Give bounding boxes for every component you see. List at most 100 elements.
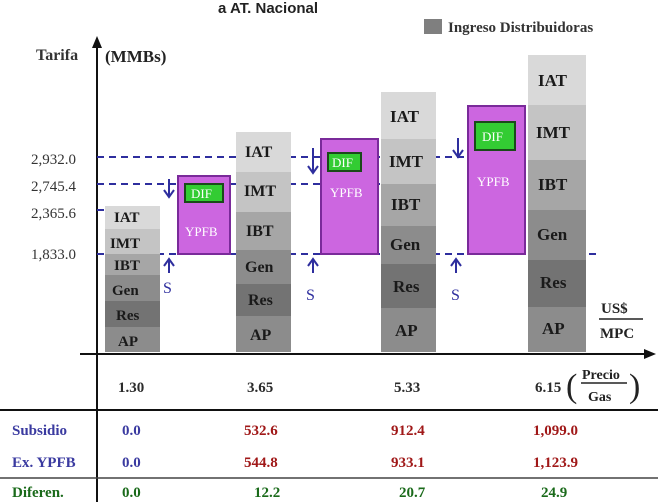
- stack-block-gen: [528, 210, 586, 260]
- stack-label-iat: IAT: [245, 144, 273, 161]
- x-unit-bottom: MPC: [600, 326, 634, 342]
- stack-label-ap: AP: [250, 327, 272, 344]
- ypfb-box-3: DIF YPFB: [467, 105, 526, 255]
- subsidy-marker: S: [451, 287, 460, 304]
- x-label-bottom: Gas: [588, 390, 612, 405]
- stack-label-iat: IAT: [538, 71, 568, 90]
- ypfb-label: YPFB: [185, 224, 218, 239]
- header-title-fragment: a AT. Nacional: [218, 0, 318, 17]
- up-arrow-icon: [450, 257, 462, 273]
- stack-label-gen: Gen: [112, 283, 139, 299]
- stack-label-imt: IMT: [389, 152, 424, 171]
- up-arrow-icon: [163, 257, 175, 273]
- y-axis-arrow-icon: [92, 36, 102, 48]
- row-value: 12.2: [254, 485, 280, 501]
- stack-block-res: [381, 264, 436, 308]
- stack-label-ibt: IBT: [391, 195, 421, 214]
- row-value: 1,123.9: [533, 455, 578, 471]
- stack-label-res: Res: [393, 277, 420, 296]
- row-value: 0.0: [122, 423, 141, 439]
- ypfb-label: YPFB: [330, 185, 363, 200]
- stack-label-imt: IMT: [536, 123, 571, 142]
- dif-label: DIF: [482, 129, 503, 144]
- stack-block-ibt: [236, 212, 291, 250]
- x-unit-top: US$: [601, 301, 628, 317]
- stack-block-gen: [236, 250, 291, 284]
- dif-label: DIF: [332, 155, 353, 170]
- row-label: Ex. YPFB: [12, 455, 76, 471]
- stack-block-iat: [381, 92, 436, 139]
- subsidy-marker: S: [306, 287, 315, 304]
- y-axis-label: Tarifa: [36, 47, 78, 64]
- x-label-top: Precio: [582, 368, 620, 383]
- y-tick-label: 1,833.0: [31, 247, 76, 263]
- y-tick-label: 2,932.0: [31, 152, 76, 168]
- row-value: 1,099.0: [533, 423, 578, 439]
- stack-block-ap: [236, 316, 291, 352]
- stack-block-ibt: [381, 184, 436, 226]
- stack-block-imt: [528, 105, 586, 160]
- stack-block-res: [236, 284, 291, 316]
- stack-block-imt: [236, 172, 291, 212]
- stack-label-iat: IAT: [390, 107, 420, 126]
- stack-label-ibt: IBT: [246, 223, 274, 240]
- stack-label-gen: Gen: [245, 259, 274, 276]
- table-row: Subsidio 0.0 532.6 912.4 1,099.0: [12, 423, 578, 439]
- table-row: Diferen. 0.0 12.2 20.7 24.9: [12, 485, 567, 501]
- up-arrow-icon: [307, 257, 319, 273]
- stack-block-ap: [528, 307, 586, 352]
- row-value: 544.8: [244, 455, 278, 471]
- subsidy-marker: S: [163, 280, 172, 297]
- dif-box: [327, 152, 362, 172]
- row-label: Subsidio: [12, 423, 67, 439]
- stack-block-iat: [105, 206, 160, 229]
- price-label: 6.15: [535, 380, 561, 396]
- stack-block-ibt: [528, 160, 586, 210]
- ypfb-label: YPFB: [477, 174, 510, 189]
- legend-label: Ingreso Distribuidoras: [448, 20, 593, 36]
- stack-label-gen: Gen: [390, 235, 421, 254]
- dif-box: [474, 121, 516, 151]
- stack-block-res: [528, 260, 586, 307]
- stack-label-ap: AP: [395, 321, 418, 340]
- stack-block-ap: [105, 327, 160, 352]
- stack-block-ap: [381, 308, 436, 352]
- ypfb-box-1: DIF YPFB: [177, 175, 231, 255]
- column-2-stack: IAT IMT IBT Gen Res AP: [236, 132, 291, 352]
- stack-label-ap: AP: [118, 334, 138, 350]
- ypfb-box-2: DIF YPFB: [320, 138, 379, 255]
- stack-block-iat: [528, 55, 586, 105]
- stack-block-imt: [105, 229, 160, 254]
- stack-block-gen: [381, 226, 436, 264]
- y-tick-label: 2,365.6: [31, 206, 77, 222]
- stack-label-ibt: IBT: [538, 175, 568, 194]
- row-value: 933.1: [391, 455, 425, 471]
- down-arrow-icon: [307, 148, 319, 175]
- dif-label: DIF: [191, 186, 212, 201]
- row-value: 0.0: [122, 455, 141, 471]
- stack-block-gen: [105, 275, 160, 301]
- stack-label-res: Res: [248, 292, 273, 309]
- x-label-paren-left: (: [566, 368, 577, 405]
- column-3-stack: IAT IMT IBT Gen Res AP: [381, 92, 436, 352]
- column-4-stack: IAT IMT IBT Gen Res AP: [528, 55, 586, 352]
- x-label-paren-right: ): [629, 368, 640, 405]
- row-value: 20.7: [399, 485, 426, 501]
- price-label: 1.30: [118, 380, 144, 396]
- row-value: 24.9: [541, 485, 567, 501]
- stack-label-imt: IMT: [244, 183, 276, 200]
- stack-label-res: Res: [116, 308, 139, 324]
- stack-label-ibt: IBT: [114, 258, 140, 274]
- stack-block-iat: [236, 132, 291, 172]
- row-value: 532.6: [244, 423, 278, 439]
- legend-swatch: [424, 19, 442, 34]
- row-value: 912.4: [391, 423, 425, 439]
- price-label: 5.33: [394, 380, 420, 396]
- table-row: Ex. YPFB 0.0 544.8 933.1 1,123.9: [12, 455, 578, 471]
- stack-label-gen: Gen: [537, 225, 568, 244]
- stack-label-ap: AP: [542, 319, 565, 338]
- column-1-stack: IAT IMT IBT Gen Res AP: [105, 206, 160, 352]
- price-label: 3.65: [247, 380, 273, 396]
- dif-arrows: [163, 138, 464, 199]
